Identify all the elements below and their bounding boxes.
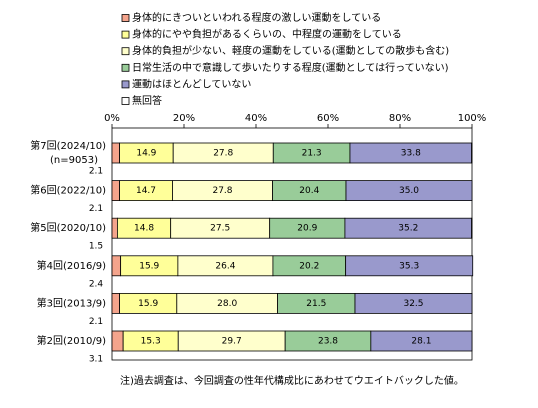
- bar-segment: [345, 255, 474, 277]
- legend-swatch: [121, 97, 130, 105]
- value-label: 27.8: [212, 186, 232, 196]
- legend-swatch: [121, 63, 130, 72]
- value-label: 20.2: [299, 261, 319, 271]
- legend-swatch: [121, 47, 130, 56]
- value-label: 14.8: [134, 224, 154, 234]
- value-label: 15.3: [141, 337, 161, 347]
- legend-label: 運動はほとんどしていない: [132, 77, 251, 90]
- value-label: 2.1: [89, 204, 103, 214]
- category-label: 第2回(2010/9): [37, 334, 106, 347]
- value-label: 32.5: [403, 299, 423, 309]
- bar-segment: [111, 180, 120, 202]
- value-label: 35.3: [399, 261, 419, 271]
- x-tick-label: 100%: [458, 113, 487, 124]
- value-label: 15.9: [138, 299, 158, 309]
- value-label: 15.9: [139, 261, 159, 271]
- value-label: 20.9: [297, 224, 317, 234]
- category-label: 第7回(2024/10): [30, 139, 106, 152]
- value-label: 2.1: [89, 167, 103, 177]
- value-label: 33.8: [401, 149, 421, 159]
- value-label: 14.9: [136, 149, 156, 159]
- category-label: 第6回(2022/10): [30, 184, 106, 197]
- value-label: 2.4: [89, 279, 104, 289]
- bar-segment: [111, 330, 124, 352]
- value-label: 29.7: [222, 337, 242, 347]
- x-tick-label: 20%: [173, 113, 195, 124]
- legend-swatch: [121, 30, 130, 39]
- value-label: 21.3: [302, 149, 322, 159]
- value-label: 35.0: [399, 186, 419, 196]
- value-label: 28.0: [217, 299, 237, 309]
- bar-segment: [111, 142, 120, 164]
- value-label: 20.4: [299, 186, 319, 196]
- bar-segment: [354, 292, 473, 314]
- legend-swatch: [121, 80, 130, 89]
- value-label: 28.1: [411, 337, 431, 347]
- value-label: 1.5: [89, 242, 103, 252]
- bar-segment: [111, 217, 118, 239]
- legend-label: 身体的にやや負担があるくらいの、中程度の運動をしている: [132, 28, 402, 41]
- bar-segment: [345, 180, 473, 202]
- bar-segment: [111, 292, 120, 314]
- value-label: 14.7: [136, 186, 156, 196]
- value-label: 26.4: [215, 261, 235, 271]
- x-tick-label: 40%: [245, 113, 267, 124]
- value-label: 21.5: [306, 299, 326, 309]
- value-label: 27.5: [210, 224, 230, 234]
- sample-size: (n=9053): [50, 155, 98, 166]
- x-tick-label: 80%: [389, 113, 411, 124]
- value-label: 2.1: [89, 317, 103, 327]
- plot-frame: [111, 127, 473, 361]
- category-label: 第4回(2016/9): [37, 259, 106, 272]
- value-label: 27.8: [213, 149, 233, 159]
- legend-label: 日常生活の中で意識して歩いたりする程度(運動としては行っていない): [132, 61, 449, 74]
- legend-swatch: [121, 14, 130, 22]
- legend-label: 身体的にきついといわれる程度の激しい運動をしている: [132, 11, 381, 24]
- bar-segment: [370, 330, 473, 352]
- x-tick-label: 60%: [317, 113, 339, 124]
- value-label: 35.2: [398, 224, 418, 234]
- bar-segment: [111, 255, 122, 277]
- x-tick-label: 0%: [104, 113, 120, 124]
- note: 注)過去調査は、今回調査の性年代構成比にあわせてウエイトバックした値。: [120, 374, 464, 387]
- value-label: 23.8: [318, 337, 338, 347]
- legend-label: 無回答: [132, 94, 162, 107]
- value-label: 3.1: [89, 355, 103, 365]
- category-label: 第5回(2020/10): [30, 221, 106, 234]
- category-label: 第3回(2013/9): [37, 296, 106, 309]
- legend-label: 身体的負担が少ない、軽度の運動をしている(運動としての散歩も含む): [132, 44, 449, 57]
